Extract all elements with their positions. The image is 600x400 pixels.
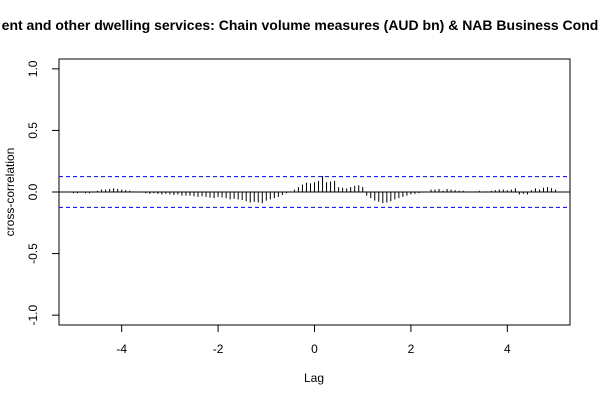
y-tick-label: 0.5 bbox=[26, 122, 40, 139]
x-tick-label: 2 bbox=[408, 342, 415, 356]
x-tick-label: 0 bbox=[311, 342, 318, 356]
x-tick-label: 4 bbox=[504, 342, 511, 356]
ccf-bars bbox=[72, 175, 557, 204]
confidence-bounds bbox=[59, 176, 570, 208]
x-axis: -4 -2 0 2 4 bbox=[116, 324, 511, 356]
y-tick-label: -1.0 bbox=[26, 304, 40, 325]
x-axis-label: Lag bbox=[304, 371, 324, 385]
x-tick-label: -2 bbox=[213, 342, 224, 356]
x-tick-label: -4 bbox=[116, 342, 127, 356]
y-tick-label: 0.0 bbox=[26, 183, 40, 200]
chart-title: ent and other dwelling services: Chain v… bbox=[2, 17, 599, 33]
y-axis-label: cross-correlation bbox=[3, 148, 17, 237]
y-tick-label: -0.5 bbox=[26, 243, 40, 264]
y-axis: -1.0 -0.5 0.0 0.5 1.0 bbox=[26, 60, 60, 325]
y-tick-label: 1.0 bbox=[26, 60, 40, 77]
